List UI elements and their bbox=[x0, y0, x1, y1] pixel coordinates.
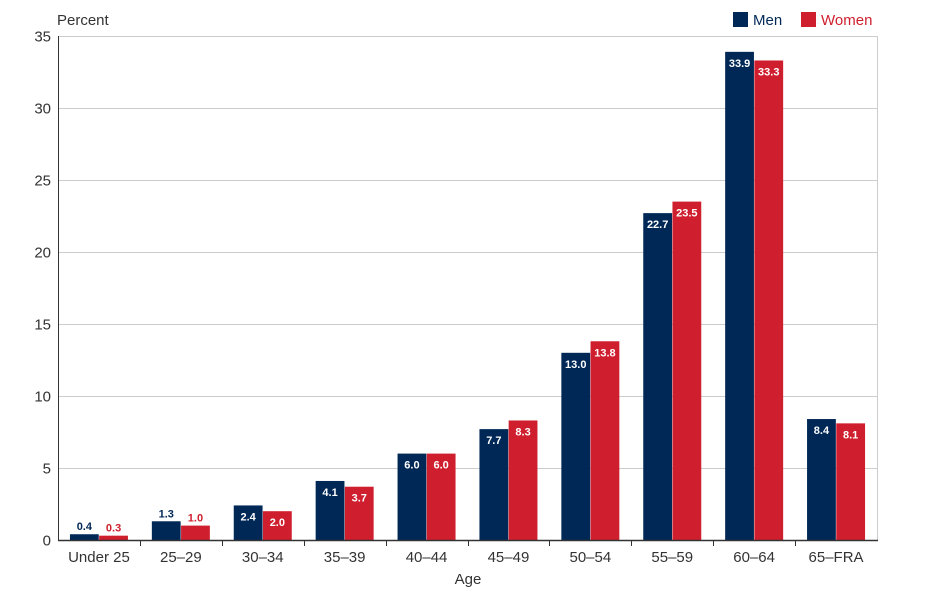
y-tick-label: 20 bbox=[34, 245, 51, 262]
x-tick-label: 25–29 bbox=[160, 549, 202, 566]
bar-women bbox=[672, 201, 702, 540]
legend-label-men: Men bbox=[753, 12, 782, 29]
legend: Men Women bbox=[733, 12, 872, 29]
bar-men bbox=[643, 213, 673, 540]
legend-swatch-women bbox=[801, 12, 816, 27]
data-label: 13.8 bbox=[594, 347, 615, 359]
data-label: 4.1 bbox=[322, 487, 337, 499]
data-label: 8.1 bbox=[843, 429, 858, 441]
x-tick-label: 65–FRA bbox=[809, 549, 864, 566]
bar-women bbox=[508, 420, 538, 540]
bar-men bbox=[315, 480, 345, 540]
x-axis-title: Age bbox=[455, 571, 482, 588]
data-label: 13.0 bbox=[565, 359, 586, 371]
legend-swatch-men bbox=[733, 12, 748, 27]
data-label: 8.3 bbox=[515, 426, 530, 438]
bar-men bbox=[725, 51, 754, 541]
bar-men bbox=[69, 534, 99, 540]
x-tick-label: 30–34 bbox=[242, 549, 284, 566]
axes: 0 5 10 15 20 25 30 35 Under 25 25–29 30–34 35–39 40–… bbox=[34, 29, 878, 566]
y-tick-label: 25 bbox=[34, 173, 51, 190]
data-labels: 0.4 0.3 1.3 1.0 2.4 2.0 4.1 3.7 6.0 6.0 7.7 8.3 13.0… bbox=[77, 58, 859, 535]
bar-men bbox=[151, 521, 181, 540]
x-tick-label: 40–44 bbox=[406, 549, 448, 566]
data-label: 33.9 bbox=[729, 58, 750, 70]
bar-women bbox=[181, 525, 210, 540]
data-label: 22.7 bbox=[647, 219, 668, 231]
bar-men bbox=[397, 453, 427, 540]
y-tick-label: 15 bbox=[34, 317, 51, 334]
bar-women bbox=[590, 341, 620, 540]
x-tick-label: Under 25 bbox=[68, 549, 130, 566]
data-label: 0.3 bbox=[106, 523, 121, 535]
x-tick-label: 45–49 bbox=[488, 549, 530, 566]
y-axis-title: Percent bbox=[57, 12, 110, 29]
bar-men bbox=[561, 352, 591, 540]
x-tick-label: 35–39 bbox=[324, 549, 366, 566]
bar-women bbox=[836, 423, 866, 540]
data-label: 2.4 bbox=[241, 511, 257, 523]
bar-women bbox=[344, 486, 374, 540]
data-label: 7.7 bbox=[486, 435, 501, 447]
data-label: 8.4 bbox=[814, 425, 830, 437]
bar-women bbox=[426, 453, 456, 540]
y-tick-label: 35 bbox=[34, 29, 51, 46]
data-label: 3.7 bbox=[352, 493, 367, 505]
data-label: 33.3 bbox=[758, 66, 779, 78]
y-tick-label: 0 bbox=[43, 533, 51, 550]
y-tick-label: 10 bbox=[34, 389, 51, 406]
x-tick-label: 60–64 bbox=[733, 549, 775, 566]
data-label: 0.4 bbox=[77, 521, 93, 533]
y-tick-label: 5 bbox=[43, 461, 51, 478]
bar-men bbox=[233, 505, 263, 540]
bars bbox=[69, 51, 866, 541]
legend-label-women: Women bbox=[821, 12, 872, 29]
bar-men bbox=[479, 429, 509, 540]
data-label: 1.0 bbox=[188, 513, 203, 525]
bar-women bbox=[99, 535, 128, 540]
x-tick-label: 55–59 bbox=[651, 549, 693, 566]
data-label: 1.3 bbox=[159, 508, 174, 520]
data-label: 6.0 bbox=[434, 460, 449, 472]
bar-women bbox=[754, 60, 784, 540]
x-tick-label: 50–54 bbox=[569, 549, 611, 566]
y-tick-label: 30 bbox=[34, 101, 51, 118]
data-label: 23.5 bbox=[676, 208, 697, 220]
bar-men bbox=[807, 419, 836, 540]
data-label: 2.0 bbox=[270, 517, 285, 529]
gridlines bbox=[58, 36, 878, 540]
bar-women bbox=[262, 511, 292, 540]
data-label: 6.0 bbox=[404, 460, 419, 472]
